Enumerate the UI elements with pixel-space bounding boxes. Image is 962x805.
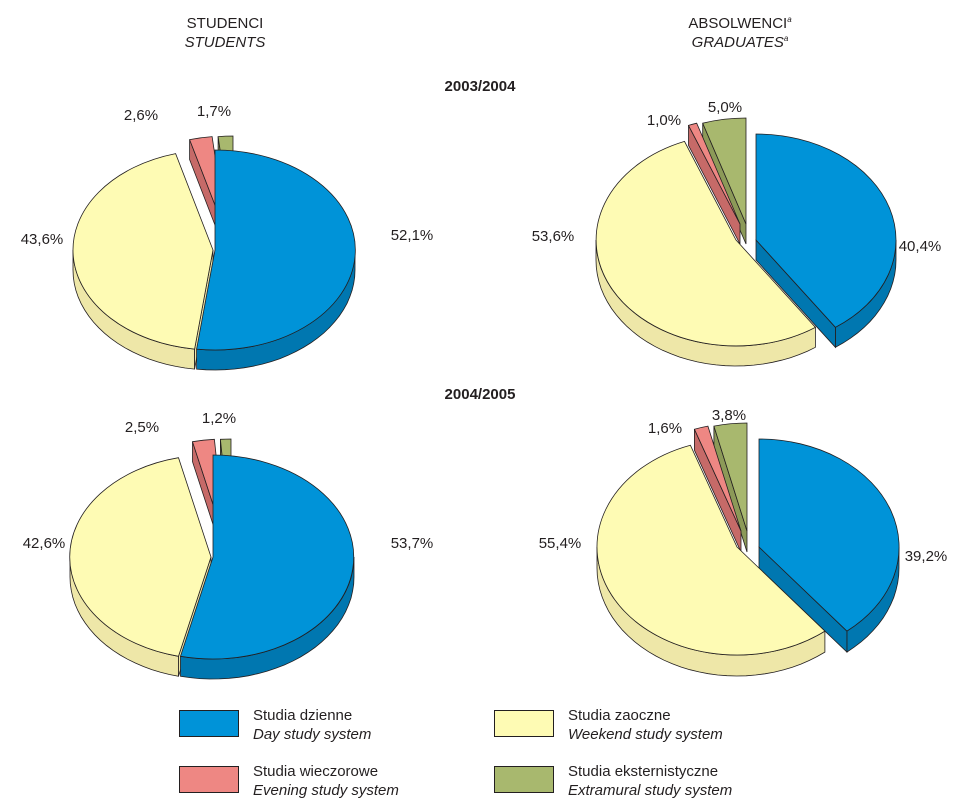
- data-label-extramural: 5,0%: [708, 99, 742, 116]
- graduates-header-en-line: GRADUATESa: [620, 33, 860, 52]
- pie-slice-weekend: [595, 140, 817, 347]
- legend-label-pl: Studia eksternistyczne: [568, 763, 719, 780]
- data-label-weekend: 42,6%: [23, 535, 66, 552]
- graduates-note-mark: a: [787, 15, 792, 24]
- students-header-pl: STUDENCI: [186, 15, 264, 32]
- data-label-extramural: 1,2%: [202, 410, 236, 427]
- students-header: STUDENCI STUDENTS: [115, 14, 335, 52]
- pie-slice-day: [758, 438, 900, 632]
- legend-swatch-evening: [179, 766, 239, 793]
- legend-text-evening: Studia wieczorowe Evening study system: [253, 762, 399, 800]
- data-label-extramural: 3,8%: [712, 407, 746, 424]
- pie-slice-day: [179, 454, 355, 660]
- pie-slice-evening: [687, 122, 741, 225]
- legend-label-en: Evening study system: [253, 782, 399, 799]
- pie-slice-weekend: [69, 457, 212, 657]
- legend-swatch-extramural: [494, 766, 554, 793]
- pie-students-2003-2004: 52,1% 43,6% 2,6% 1,7%: [21, 103, 434, 371]
- legend-swatch-weekend: [494, 710, 554, 737]
- data-label-evening: 1,6%: [648, 420, 682, 437]
- graduates-note-mark-2: a: [783, 34, 789, 43]
- legend-text-extramural: Studia eksternistyczne Extramural study …: [568, 762, 732, 800]
- data-label-day: 39,2%: [905, 548, 948, 565]
- legend-swatch-day: [179, 710, 239, 737]
- graduates-header-en: GRADUATES: [691, 34, 784, 51]
- pie-slice-extramural: [713, 422, 748, 532]
- pie-slice-weekend: [72, 153, 214, 350]
- data-label-weekend: 55,4%: [539, 535, 582, 552]
- data-label-extramural: 1,7%: [197, 103, 231, 120]
- pie-slice-weekend: [596, 444, 826, 656]
- legend-label-pl: Studia wieczorowe: [253, 763, 379, 780]
- pie-graduates-2003-2004: 40,4% 53,6% 1,0% 5,0%: [532, 99, 942, 367]
- pie-graduates-2004-2005: 39,2% 55,4% 1,6% 3,8%: [539, 407, 948, 677]
- legend-text-day: Studia dzienne Day study system: [253, 706, 371, 744]
- legend-label-pl: Studia zaoczne: [568, 707, 671, 724]
- students-header-en: STUDENTS: [184, 34, 266, 51]
- data-label-day: 40,4%: [899, 238, 942, 255]
- pie-slice-day: [196, 149, 356, 351]
- legend-label-en: Weekend study system: [568, 726, 723, 743]
- data-label-day: 53,7%: [391, 535, 434, 552]
- pie-slice-day: [755, 133, 897, 328]
- year-label-2003-2004: 2003/2004: [444, 78, 516, 95]
- year-label-2004-2005: 2004/2005: [444, 386, 516, 403]
- data-label-evening: 1,0%: [647, 112, 681, 129]
- legend-text-weekend: Studia zaoczne Weekend study system: [568, 706, 723, 744]
- pie-students-2004-2005: 53,7% 42,6% 2,5% 1,2%: [23, 410, 434, 680]
- legend-label-pl: Studia dzienne: [253, 707, 353, 724]
- data-label-day: 52,1%: [391, 227, 434, 244]
- pie-slice-extramural: [702, 117, 747, 225]
- data-label-evening: 2,6%: [124, 107, 158, 124]
- pie-slice-evening: [693, 425, 742, 532]
- data-label-evening: 2,5%: [125, 419, 159, 436]
- legend-label-en: Extramural study system: [568, 782, 733, 799]
- data-label-weekend: 53,6%: [532, 228, 575, 245]
- graduates-header: ABSOLWENCIa GRADUATESa: [620, 14, 860, 52]
- graduates-header-pl: ABSOLWENCI: [688, 15, 788, 32]
- legend-label-en: Day study system: [253, 726, 372, 743]
- graduates-header-pl-line: ABSOLWENCIa: [620, 14, 860, 33]
- data-label-weekend: 43,6%: [21, 231, 64, 248]
